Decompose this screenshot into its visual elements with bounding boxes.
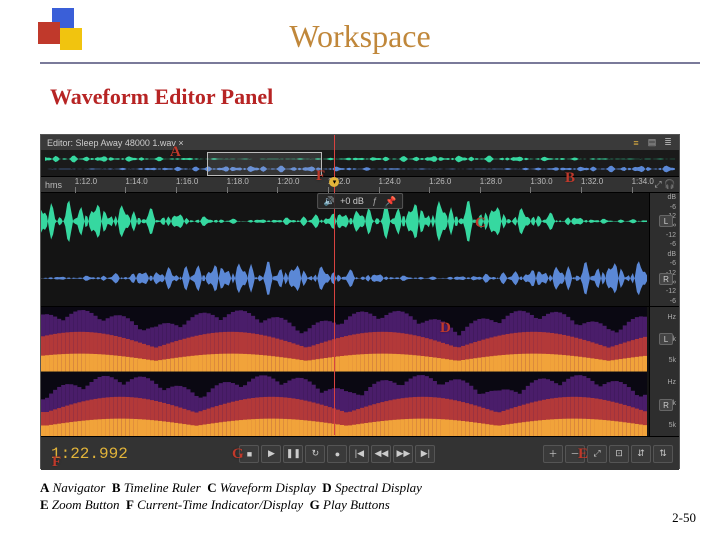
- panel-menu-icon[interactable]: ≣: [663, 138, 673, 148]
- hz-label: Hz: [667, 379, 676, 386]
- play-buttons-group: ■▶❚❚↻●|◀◀◀▶▶▶|: [239, 445, 435, 463]
- legend: A Navigator B Timeline Ruler C Waveform …: [40, 480, 422, 514]
- ruler-marks: 1:12.01:14.01:16.01:18.01:20.01:22.01:24…: [69, 177, 649, 192]
- rewind-button[interactable]: ◀◀: [371, 445, 391, 463]
- navigator-strip[interactable]: [41, 151, 679, 177]
- legend-line-2: E Zoom Button F Current-Time Indicator/D…: [40, 497, 422, 514]
- pause-button[interactable]: ❚❚: [283, 445, 303, 463]
- spec-R-button[interactable]: R: [659, 399, 673, 411]
- play-button[interactable]: ▶: [261, 445, 281, 463]
- hz-label: 5k: [669, 422, 676, 429]
- db-label: -6: [670, 260, 676, 267]
- ruler-tick: 1:18.0: [227, 177, 249, 186]
- overlay-label-F: F: [316, 168, 325, 185]
- ruler-tick: 1:14.0: [125, 177, 147, 186]
- ruler-tick: 1:30.0: [530, 177, 552, 186]
- hud-db-label: +0 dB: [340, 196, 364, 206]
- channel-L-button[interactable]: L: [659, 215, 673, 227]
- waveform-view-icon[interactable]: ≡: [631, 138, 641, 148]
- waveform-display[interactable]: dB-6-12-∞-12-6 dB-6-12-∞-12-6 L R: [41, 193, 679, 307]
- overlay-label-G: G: [232, 446, 244, 463]
- header-rule: [40, 62, 700, 64]
- navigator-viewport[interactable]: [207, 152, 322, 176]
- skip-fwd-button[interactable]: ▶|: [415, 445, 435, 463]
- ruler-tick: 1:20.0: [277, 177, 299, 186]
- editor-titlebar: Editor: Sleep Away 48000 1.wav × ≡ ▤ ≣: [41, 135, 679, 151]
- hz-label: 5k: [669, 357, 676, 364]
- loop-button[interactable]: ↻: [305, 445, 325, 463]
- hud-overlay[interactable]: 🔊 +0 dB ƒ 📌: [317, 193, 403, 209]
- ruler-tick: 1:28.0: [480, 177, 502, 186]
- zoom-out-v-button[interactable]: ⇅: [653, 445, 673, 463]
- waveform-editor-panel: Editor: Sleep Away 48000 1.wav × ≡ ▤ ≣ h…: [40, 134, 680, 469]
- ruler-unit-label: hms: [41, 180, 69, 190]
- titlebar-view-icons: ≡ ▤ ≣: [631, 138, 673, 148]
- zoom-full-icon[interactable]: ⤢: [653, 180, 663, 190]
- db-label: -6: [670, 241, 676, 248]
- spectral-view-icon[interactable]: ▤: [647, 138, 657, 148]
- overlay-label-E: E: [578, 446, 588, 463]
- navigator-waveform: [45, 154, 675, 174]
- volume-icon[interactable]: 🔊: [324, 196, 334, 206]
- page-title: Workspace: [0, 18, 720, 55]
- db-label: -12: [666, 288, 676, 295]
- fx-icon[interactable]: ƒ: [370, 196, 380, 206]
- overlay-label-F2: F: [52, 454, 61, 471]
- spectral-right-channel: [41, 372, 647, 437]
- spec-L-button[interactable]: L: [659, 333, 673, 345]
- zoom-buttons-group: ＋－⤢⊡⇵⇅: [543, 445, 673, 463]
- ruler-tick: 1:16.0: [176, 177, 198, 186]
- page-number: 2-50: [672, 510, 696, 526]
- ruler-tick: 1:26.0: [429, 177, 451, 186]
- db-label: dB: [667, 194, 676, 201]
- subtitle: Waveform Editor Panel: [50, 84, 273, 110]
- waveform-right-channel: [41, 250, 647, 307]
- ruler-tick: 1:34.0: [632, 177, 654, 186]
- overlay-label-B: B: [565, 170, 575, 187]
- ruler-tick: 1:32.0: [581, 177, 603, 186]
- timeline-ruler[interactable]: hms 1:12.01:14.01:16.01:18.01:20.01:22.0…: [41, 177, 679, 193]
- zoom-in-v-button[interactable]: ⇵: [631, 445, 651, 463]
- headphone-icon[interactable]: 🎧: [665, 180, 675, 190]
- overlay-label-C: C: [475, 215, 486, 232]
- pin-icon[interactable]: 📌: [386, 196, 396, 206]
- zoom-sel-button[interactable]: ⊡: [609, 445, 629, 463]
- forward-button[interactable]: ▶▶: [393, 445, 413, 463]
- ruler-tick: 1:12.0: [75, 177, 97, 186]
- overlay-label-D: D: [440, 320, 451, 337]
- spectral-left-channel: [41, 307, 647, 372]
- db-label: -6: [670, 204, 676, 211]
- ruler-tick: 1:24.0: [379, 177, 401, 186]
- channel-R-button[interactable]: R: [659, 273, 673, 285]
- overlay-label-A: A: [170, 144, 181, 161]
- db-label: -12: [666, 232, 676, 239]
- legend-line-1: A Navigator B Timeline Ruler C Waveform …: [40, 480, 422, 497]
- zoom-in-button[interactable]: ＋: [543, 445, 563, 463]
- record-button[interactable]: ●: [327, 445, 347, 463]
- skip-back-button[interactable]: |◀: [349, 445, 369, 463]
- db-label: -6: [670, 298, 676, 305]
- editor-tab-label[interactable]: Editor: Sleep Away 48000 1.wav ×: [47, 138, 184, 148]
- spectral-display[interactable]: Hz10k5k Hz10k5k L R: [41, 307, 679, 437]
- zoom-full-button[interactable]: ⤢: [587, 445, 607, 463]
- hz-label: Hz: [667, 314, 676, 321]
- db-label: dB: [667, 251, 676, 258]
